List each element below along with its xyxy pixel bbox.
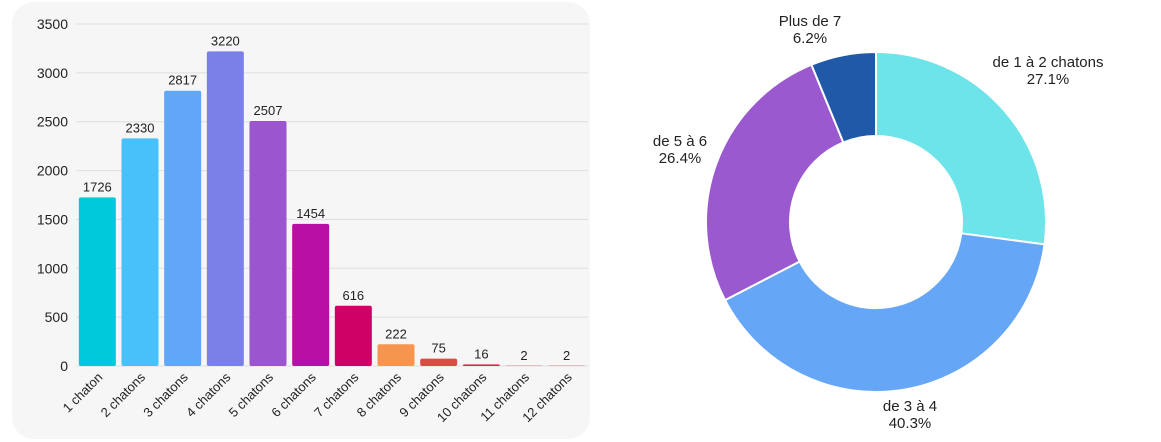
y-tick-label: 500 — [45, 309, 69, 325]
bar-data-labels: 1726 2330 2817 3220 2507 1454 616 222 75 16 2 2 — [83, 33, 570, 362]
bar-4-chatons — [206, 51, 244, 367]
slice-percent-label: 27.1% — [1027, 71, 1070, 88]
bar-value-label: 2 — [520, 348, 527, 363]
x-tick-label: 5 chatons — [226, 369, 277, 420]
bar-1-chaton — [78, 197, 116, 366]
bar-value-label: 616 — [342, 288, 364, 303]
slice-de-5-à-6 — [705, 63, 845, 302]
slice-percent-label: 26.4% — [659, 150, 702, 167]
x-tick-label: 7 chatons — [311, 369, 362, 420]
bar-9-chatons — [420, 358, 458, 366]
slice-name-label: Plus de 7 — [779, 13, 842, 30]
slice-de-3-à-4 — [723, 232, 1046, 393]
bar-10-chatons — [462, 364, 500, 366]
bar-y-axis: 0 500 1000 1500 2000 2500 3000 3500 — [37, 16, 68, 374]
bar-value-label: 2507 — [254, 103, 283, 118]
slice-percent-label: 6.2% — [793, 30, 827, 47]
y-tick-label: 3500 — [37, 16, 68, 32]
bar-value-label: 222 — [385, 326, 407, 341]
x-tick-label: 4 chatons — [183, 369, 234, 420]
y-tick-label: 0 — [60, 358, 68, 374]
bar-series — [78, 51, 586, 367]
slice-name-label: de 5 à 6 — [653, 133, 707, 150]
x-tick-label: 8 chatons — [354, 369, 405, 420]
bar-value-label: 1454 — [296, 206, 325, 221]
y-tick-label: 1000 — [37, 260, 68, 276]
bar-value-label: 3220 — [211, 33, 240, 48]
bar-chart: 0 500 1000 1500 2000 2500 3000 3500 1726 2330 281… — [37, 16, 588, 425]
slice-de-1-à-2-chatons — [875, 50, 1047, 246]
bar-8-chatons — [377, 344, 415, 366]
slice-Plus-de-7 — [810, 50, 877, 144]
bar-6-chatons — [292, 223, 330, 366]
x-tick-label: 3 chatons — [140, 369, 191, 420]
x-tick-label: 6 chatons — [268, 369, 319, 420]
donut-slices — [705, 50, 1047, 393]
x-tick-label: 2 chatons — [98, 369, 149, 420]
y-tick-label: 2000 — [37, 163, 68, 179]
bar-value-label: 2330 — [126, 120, 155, 135]
slice-percent-label: 40.3% — [889, 415, 932, 432]
y-tick-label: 3000 — [37, 65, 68, 81]
bar-3-chatons — [164, 90, 202, 366]
bar-value-label: 2 — [563, 348, 570, 363]
bar-gridlines — [76, 23, 588, 367]
y-tick-label: 2500 — [37, 114, 68, 130]
slice-name-label: de 3 à 4 — [883, 398, 937, 415]
bar-5-chatons — [249, 121, 287, 366]
y-tick-label: 1500 — [37, 211, 68, 227]
bar-value-label: 75 — [431, 341, 445, 356]
bar-7-chatons — [334, 305, 372, 366]
bar-2-chatons — [121, 138, 159, 366]
bar-value-label: 1726 — [83, 179, 112, 194]
bar-value-label: 16 — [474, 346, 488, 361]
bar-value-label: 2817 — [168, 73, 197, 88]
slice-name-label: de 1 à 2 chatons — [993, 54, 1104, 71]
